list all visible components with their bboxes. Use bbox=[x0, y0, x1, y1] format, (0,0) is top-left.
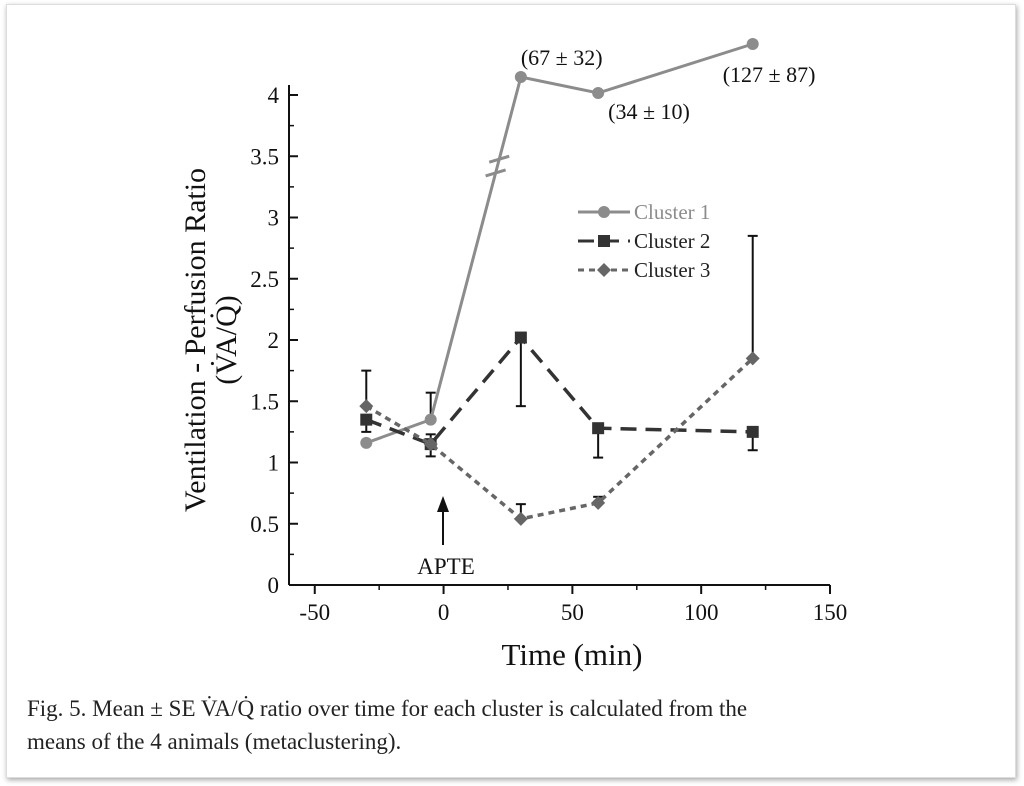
figure-caption: Fig. 5. Mean ± SE V̇A/Q̇ ratio over time… bbox=[27, 692, 1007, 758]
x-tick-label: 0 bbox=[438, 600, 450, 625]
y-tick-label: 2 bbox=[268, 328, 280, 353]
data-point-diamond bbox=[591, 495, 606, 510]
series-cluster-1: (67 ± 32) (34 ± 10) (127 ± 87) bbox=[360, 38, 815, 449]
y-tick-label: 2.5 bbox=[250, 267, 279, 292]
y-tick-label: 4 bbox=[268, 83, 280, 108]
data-point-circle bbox=[598, 206, 610, 218]
data-point-diamond bbox=[423, 437, 438, 452]
y-axis-label-line2: (V̇A/Q̇) bbox=[209, 295, 243, 384]
legend-label: Cluster 1 bbox=[634, 200, 710, 224]
data-point-circle bbox=[514, 71, 527, 83]
series-cluster-2 bbox=[360, 331, 759, 459]
legend-label: Cluster 3 bbox=[634, 258, 710, 282]
y-tick-label: 3.5 bbox=[250, 144, 279, 169]
data-point-circle bbox=[424, 413, 437, 426]
legend-item: Cluster 1 bbox=[578, 200, 710, 224]
series-cluster-3 bbox=[359, 234, 760, 526]
data-point-circle bbox=[592, 87, 605, 99]
axis-break-mark bbox=[485, 168, 507, 178]
data-annotation: (127 ± 87) bbox=[723, 62, 816, 87]
data-point-square bbox=[598, 235, 610, 247]
x-tick-label: -50 bbox=[299, 600, 330, 625]
data-point-diamond bbox=[359, 399, 374, 414]
x-tick-label: 150 bbox=[813, 600, 848, 625]
y-tick-label: 1.5 bbox=[250, 389, 279, 414]
data-point-diamond bbox=[745, 351, 760, 366]
data-point-circle bbox=[360, 436, 373, 449]
data-point-square bbox=[514, 331, 527, 344]
y-tick-label: 0 bbox=[268, 573, 280, 598]
series-line bbox=[365, 357, 754, 521]
y-tick-label: 3 bbox=[268, 206, 280, 231]
axis-break-mark bbox=[488, 154, 510, 164]
data-point-diamond bbox=[513, 511, 528, 526]
data-point-square bbox=[360, 413, 373, 426]
data-point-diamond bbox=[597, 263, 611, 277]
data-point-square bbox=[746, 425, 759, 438]
y-tick-label: 0.5 bbox=[250, 512, 279, 537]
y-tick-label: 1 bbox=[268, 451, 280, 476]
x-tick-label: 50 bbox=[561, 600, 584, 625]
caption-line-2: means of the 4 animals (metaclustering). bbox=[27, 729, 402, 754]
series-line bbox=[365, 334, 753, 447]
legend-item: Cluster 2 bbox=[578, 229, 710, 253]
data-point-circle bbox=[746, 38, 759, 50]
legend-label: Cluster 2 bbox=[634, 229, 710, 253]
data-annotation: (67 ± 32) bbox=[521, 45, 603, 70]
figure-card bbox=[6, 4, 1016, 778]
y-axis-label-line1: Ventilation - Perfusion Ratio bbox=[179, 168, 212, 512]
apte-label: APTE bbox=[417, 554, 475, 579]
caption-line-1: Fig. 5. Mean ± SE V̇A/Q̇ ratio over time… bbox=[27, 696, 748, 721]
x-tick-label: 100 bbox=[684, 600, 719, 625]
apte-arrow-head bbox=[437, 496, 449, 512]
x-axis-label: Time (min) bbox=[502, 637, 643, 672]
legend-item: Cluster 3 bbox=[578, 258, 710, 282]
data-point-square bbox=[592, 422, 605, 435]
data-annotation: (34 ± 10) bbox=[608, 99, 690, 124]
